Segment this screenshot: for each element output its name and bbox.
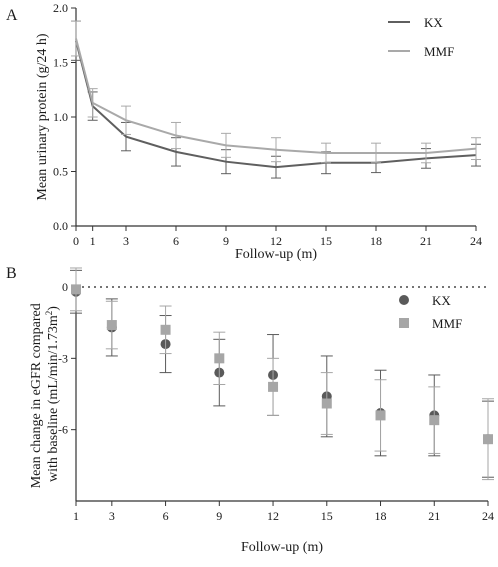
panel-a-marks — [71, 20, 481, 179]
panel-a-x-tick-label: 15 — [320, 234, 332, 248]
panel-a-y-tick-label: 0.5 — [53, 165, 68, 179]
panel-a-letter: A — [6, 7, 18, 24]
panel-b-x-tick-label: 21 — [428, 509, 440, 523]
panel-a-x-tick-label: 12 — [270, 234, 282, 248]
panel-b-point-mmf — [483, 434, 493, 445]
panel-a-x-tick-label: 18 — [370, 234, 382, 248]
panel-b-point-mmf — [321, 398, 332, 409]
panel-a-y-tick-label: 2.0 — [53, 1, 68, 15]
panel-b-x-tick-label: 15 — [321, 509, 333, 523]
panel-b-y-axis-title: Mean change in eGFR compared with baseli… — [29, 300, 61, 489]
panel-a-axes: 0.0 0.5 1.0 1.5 2.0 0 1 3 6 9 12 15 18 21 24 — [53, 1, 482, 248]
panel-a-x-tick-label: 21 — [420, 234, 432, 248]
panel-b-x-tick-label: 6 — [163, 509, 169, 523]
panel-b-y-axis-title-end: ) — [46, 306, 61, 311]
legend-kx-label: KX — [432, 293, 451, 308]
panel-b-y-axis-title-line2-main: with baseline (mL/min/1.73m — [46, 315, 61, 482]
panel-a-series-line-kx — [75, 40, 477, 169]
panel-a-x-tick-label: 6 — [173, 234, 179, 248]
panel-a-x-tick-label: 9 — [223, 234, 229, 248]
panel-b-point-mmf — [268, 381, 279, 392]
panel-a-x-tick-label: 3 — [123, 234, 129, 248]
panel-b-x-tick-label: 12 — [267, 509, 279, 523]
panel-a-y-tick-label: 1.0 — [53, 110, 68, 124]
panel-b-x-tick-label: 3 — [109, 509, 115, 523]
legend-kx-label: KX — [424, 15, 443, 30]
panel-b-letter: B — [6, 265, 17, 282]
panel-b-point-mmf — [160, 324, 171, 335]
panel-b-point-mmf — [214, 353, 225, 364]
panel-b-y-axis-title-line1: Mean change in eGFR compared — [29, 303, 44, 488]
panel-a-legend: KX MMF — [388, 15, 454, 59]
panel-b-y-tick-label: -3 — [58, 351, 68, 365]
panel-b-x-axis-title: Follow-up (m) — [241, 540, 323, 555]
panel-a-y-tick-label: 0.0 — [53, 219, 68, 233]
panel-b-x-tick-label: 9 — [216, 509, 222, 523]
panel-b-x-tick-label: 18 — [375, 509, 387, 523]
panel-b-x-tick-label: 24 — [482, 509, 494, 523]
panel-b-legend: KX MMF — [399, 293, 462, 331]
panel-a-y-tick-label: 1.5 — [53, 56, 68, 70]
panel-a-x-axis-title: Follow-up (m) — [235, 247, 317, 262]
panel-b-series-mmf — [70, 267, 494, 481]
panel-a-y-axis-title: Mean urinary protein (g/24 h) — [35, 33, 50, 201]
panel-b-axes: 0 -3 -6 1 3 6 9 12 15 18 21 24 — [58, 280, 494, 523]
legend-mmf-label: MMF — [432, 316, 462, 331]
panel-b-y-axis-title-line2: with baseline (mL/min/1.73m2) — [44, 306, 61, 482]
panel-a-x-tick-label: 0 — [73, 234, 79, 248]
panel-b-point-mmf — [429, 415, 440, 426]
panel-b-point-mmf — [71, 284, 81, 295]
panel-b-y-axis-title-sup: 2 — [44, 311, 54, 316]
panel-a-series-line-mmf — [75, 38, 477, 154]
legend-mmf-label: MMF — [424, 44, 454, 59]
panel-b-y-tick-label: 0 — [62, 280, 68, 294]
panel-b: B 0 -3 -6 1 3 6 9 12 15 18 21 24 KX MMF Mean change… — [6, 265, 494, 555]
panel-b-x-tick-label: 1 — [73, 509, 79, 523]
panel-b-point-mmf — [375, 410, 386, 421]
legend-mmf-marker — [399, 318, 409, 328]
panel-b-series-kx — [70, 269, 494, 478]
panel-b-y-tick-label: -6 — [58, 423, 68, 437]
panel-a-x-tick-label: 1 — [90, 234, 96, 248]
panel-a: A 0.00.51.01.52.00 1 3 6 9 12 15 18 21 24 KX MMF … — [6, 1, 482, 262]
panel-b-point-mmf — [106, 320, 117, 331]
legend-kx-marker — [399, 295, 409, 305]
panel-b-marks — [70, 267, 494, 481]
panel-a-x-tick-label: 24 — [470, 234, 482, 248]
panel-a-series-mmf — [71, 20, 481, 164]
